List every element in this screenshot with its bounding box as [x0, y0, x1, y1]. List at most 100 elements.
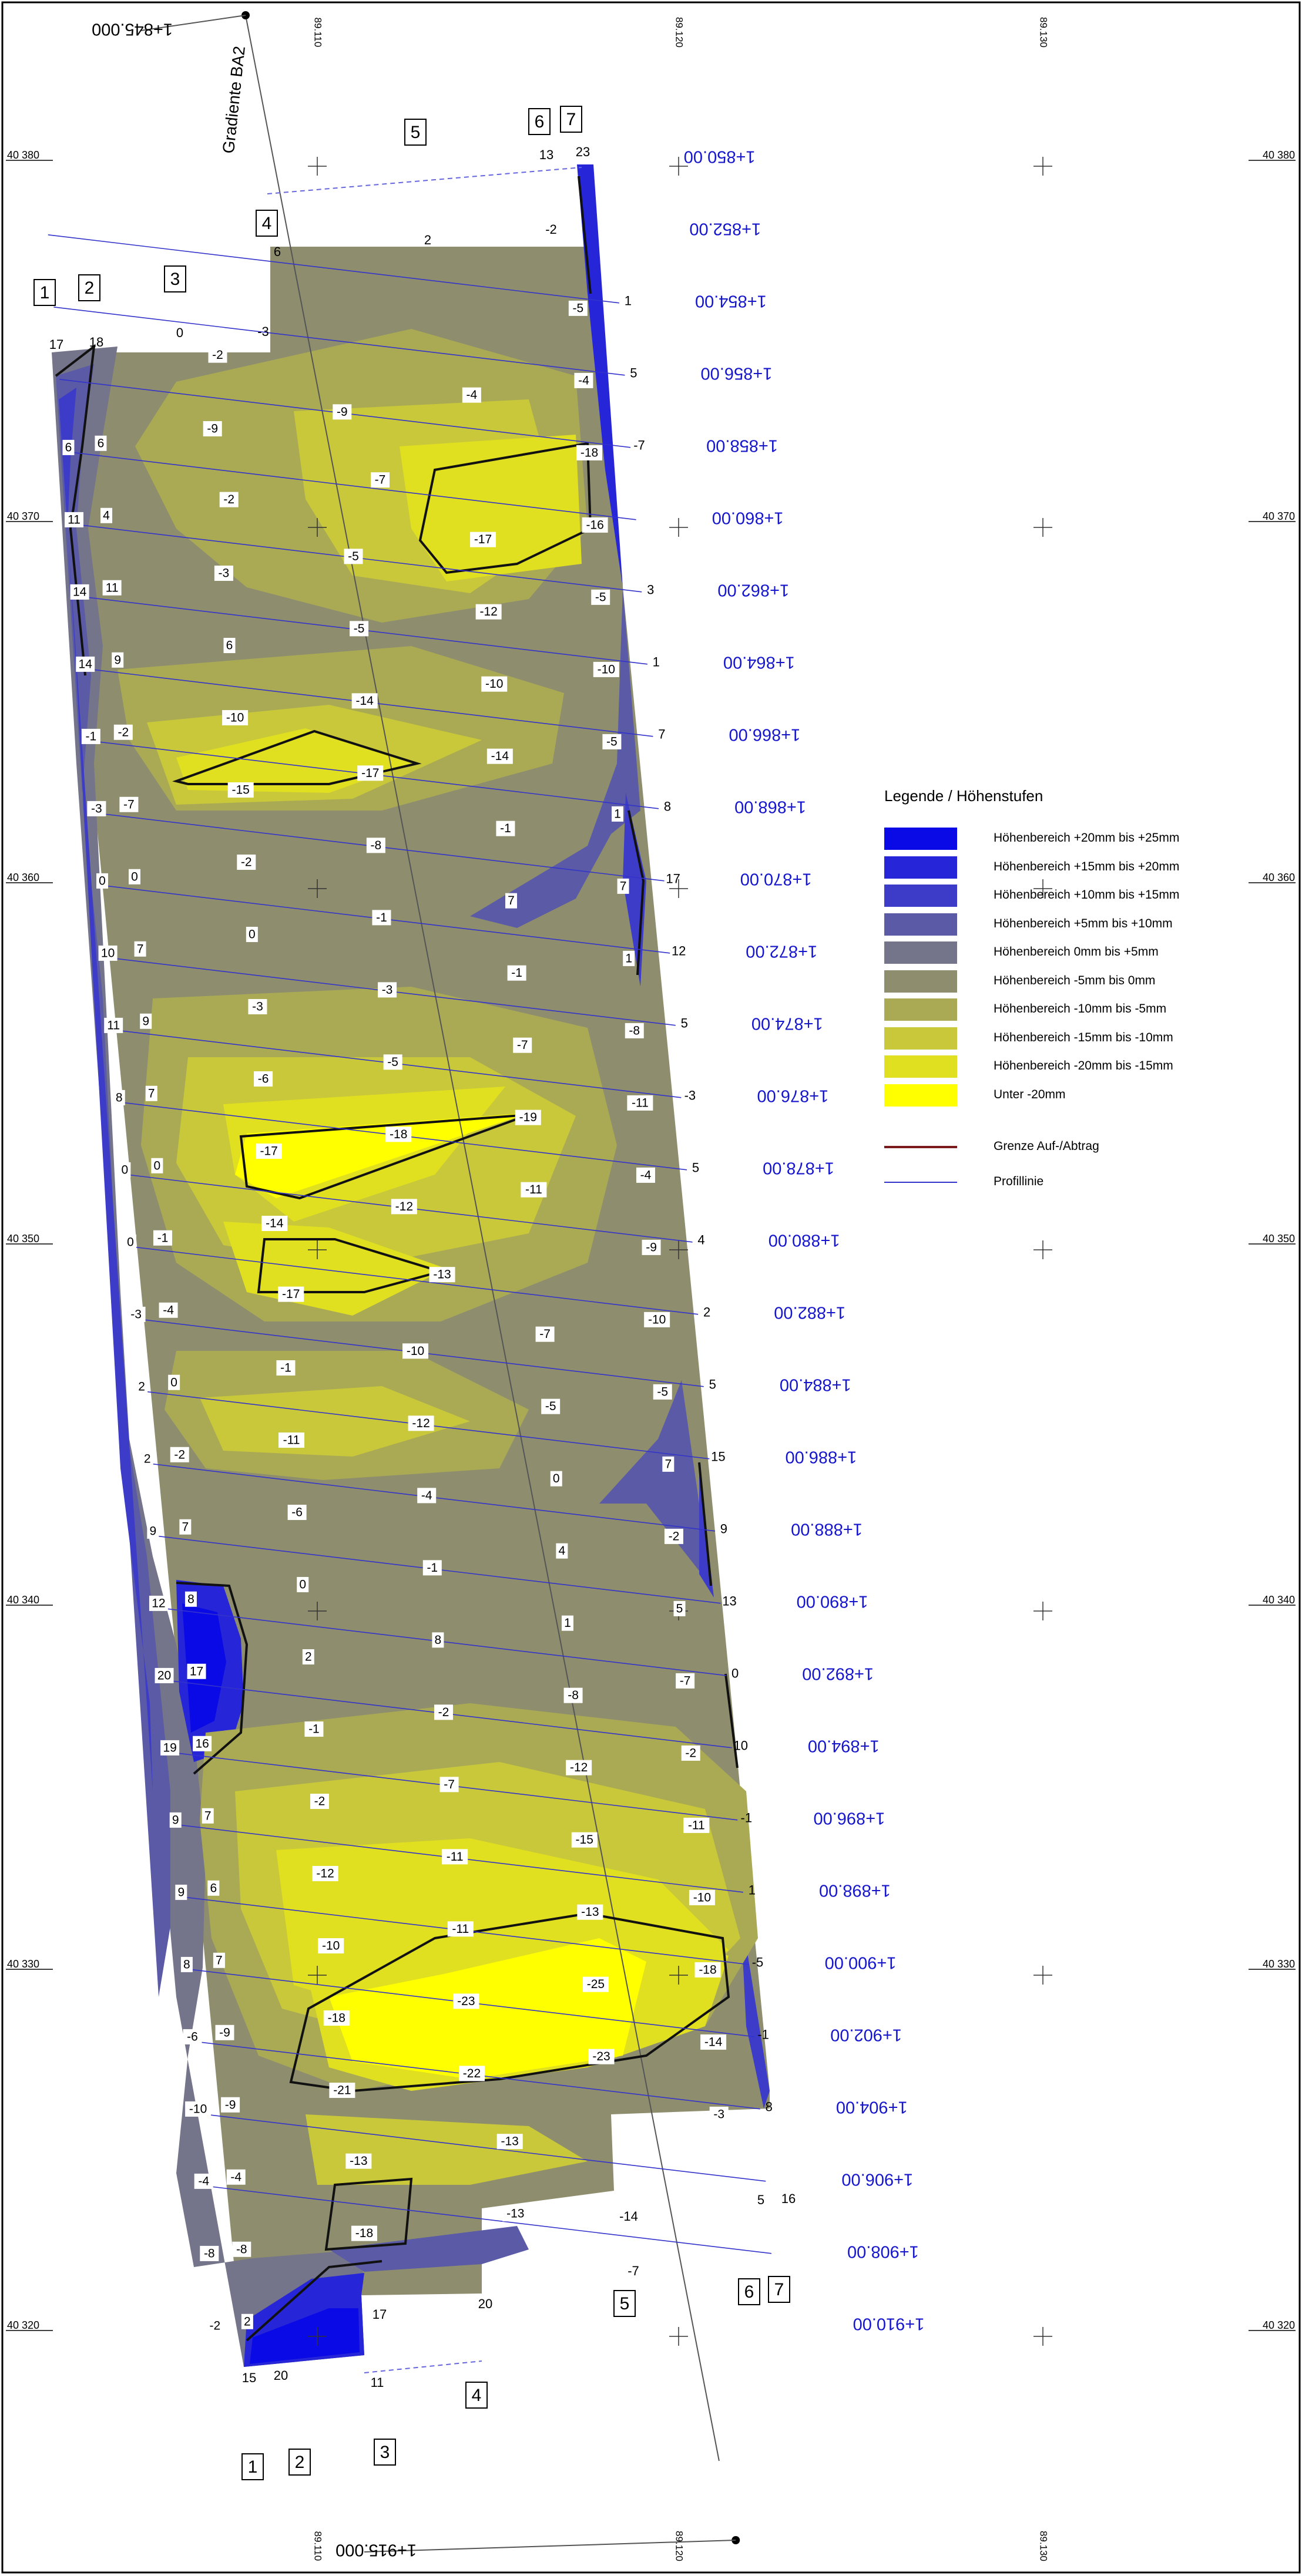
value-box	[513, 1037, 532, 1053]
elevation-value: -1	[422, 1560, 442, 1576]
value-text: 11	[106, 581, 119, 594]
elevation-value: -5	[591, 589, 610, 605]
edge-value: 15	[242, 2370, 256, 2385]
value-box	[194, 2173, 213, 2189]
positive-zone-right	[740, 1909, 770, 2108]
elevation-value: 7	[617, 878, 629, 894]
elevation-value: -17	[357, 765, 384, 781]
value-box	[256, 1144, 282, 1159]
value-box	[141, 1451, 153, 1467]
value-box	[345, 2153, 372, 2169]
elevation-value: 6	[207, 1880, 220, 1896]
station-label: 1+906.00	[841, 2170, 913, 2188]
elevation-value: -7	[676, 1673, 695, 1689]
value-box	[297, 1577, 309, 1593]
elevation-value: 0	[550, 1471, 562, 1487]
point-number: 4	[472, 2386, 482, 2405]
profile-line-sample	[884, 1182, 957, 1183]
value-text: -15	[232, 783, 250, 797]
value-text: -5	[545, 1400, 556, 1413]
station-label: 1+850.00	[684, 147, 756, 166]
value-box	[591, 589, 610, 605]
edge-value: 12	[672, 944, 686, 959]
value-text: 20	[157, 1669, 171, 1682]
value-box	[185, 2101, 212, 2117]
elevation-value: -5	[602, 734, 622, 749]
value-text: 2	[138, 1380, 145, 1393]
value-box	[221, 2097, 240, 2113]
station-label: 1+882.00	[774, 1303, 845, 1321]
positive-zone-bottom	[329, 2226, 529, 2272]
elevation-value: 1	[561, 1615, 573, 1631]
station-label: 1+854.00	[695, 291, 767, 310]
grid-cross-icon	[1033, 518, 1052, 537]
elevation-value: -9	[203, 421, 222, 437]
value-text: -18	[328, 2012, 345, 2025]
value-box	[344, 549, 363, 564]
elevation-value: -23	[588, 2049, 615, 2064]
value-text: -10	[485, 677, 503, 691]
profile-line	[127, 1246, 699, 1315]
value-box	[475, 604, 502, 620]
boundary-contour	[239, 1114, 529, 1200]
elevation-value: -1	[81, 728, 100, 744]
value-text: -4	[421, 1489, 432, 1502]
elevation-value: -14	[486, 748, 513, 764]
value-box	[357, 765, 384, 781]
elevation-value: 0	[119, 1162, 131, 1178]
profile-line	[53, 307, 625, 376]
elevation-value: 8	[180, 1956, 193, 1972]
value-text: -15	[576, 1833, 593, 1847]
value-box	[535, 1326, 555, 1342]
legend-item: Unter -20mm	[884, 1082, 1272, 1111]
boundary-contour	[257, 1238, 445, 1293]
easting-label-top: 89.110	[313, 18, 324, 48]
edge-value: 2	[703, 1305, 710, 1320]
value-box	[391, 1199, 417, 1215]
value-text: 14	[73, 585, 87, 598]
legend-label: Unter -20mm	[994, 1087, 1066, 1101]
point-number: 4	[262, 214, 272, 233]
value-box	[709, 2106, 729, 2122]
value-box	[261, 1216, 288, 1232]
grid-cross-icon	[1033, 2327, 1052, 2346]
grid-cross-icon	[308, 157, 327, 176]
edge-value: 4	[697, 1233, 704, 1247]
value-text: -12	[570, 1761, 588, 1774]
legend-swatch	[884, 913, 957, 936]
point-number-box: 6	[738, 2278, 760, 2305]
grid-cross-icon	[308, 1602, 327, 1620]
elevation-value: 9	[112, 652, 124, 668]
station-label: 1+890.00	[797, 1592, 868, 1610]
elevation-value: -8	[563, 1687, 583, 1703]
value-box	[385, 1126, 412, 1142]
value-box	[481, 676, 508, 692]
value-box	[653, 1384, 672, 1400]
value-text: -13	[501, 2135, 519, 2148]
elevation-value: 14	[70, 584, 89, 600]
value-text: -1	[427, 1561, 438, 1575]
value-text: 7	[182, 1520, 189, 1534]
value-text: 4	[559, 1544, 566, 1558]
value-box	[119, 1162, 131, 1178]
value-text: -8	[371, 839, 382, 852]
elevation-value: 0	[246, 927, 258, 943]
legend-item: Höhenbereich +15mm bis +20mm	[884, 854, 1272, 883]
value-box	[402, 1343, 429, 1359]
value-box	[179, 1519, 192, 1535]
elevation-value: -13	[496, 2134, 523, 2150]
grid-cross-icon	[669, 157, 688, 176]
point-number: 3	[380, 2443, 390, 2462]
edge-value: 6	[274, 244, 281, 259]
grid-cross-icon	[669, 518, 688, 537]
edge-value: -2	[545, 222, 557, 237]
value-text: -6	[258, 1072, 269, 1086]
elevation-value: -8	[200, 2245, 219, 2261]
elevation-value: 9	[175, 1884, 187, 1900]
value-box	[623, 950, 635, 966]
elevation-value: -3	[87, 801, 106, 816]
point-number-box: 1	[33, 279, 56, 306]
value-box	[226, 2169, 246, 2185]
value-box	[366, 838, 385, 853]
value-box	[556, 1543, 568, 1559]
